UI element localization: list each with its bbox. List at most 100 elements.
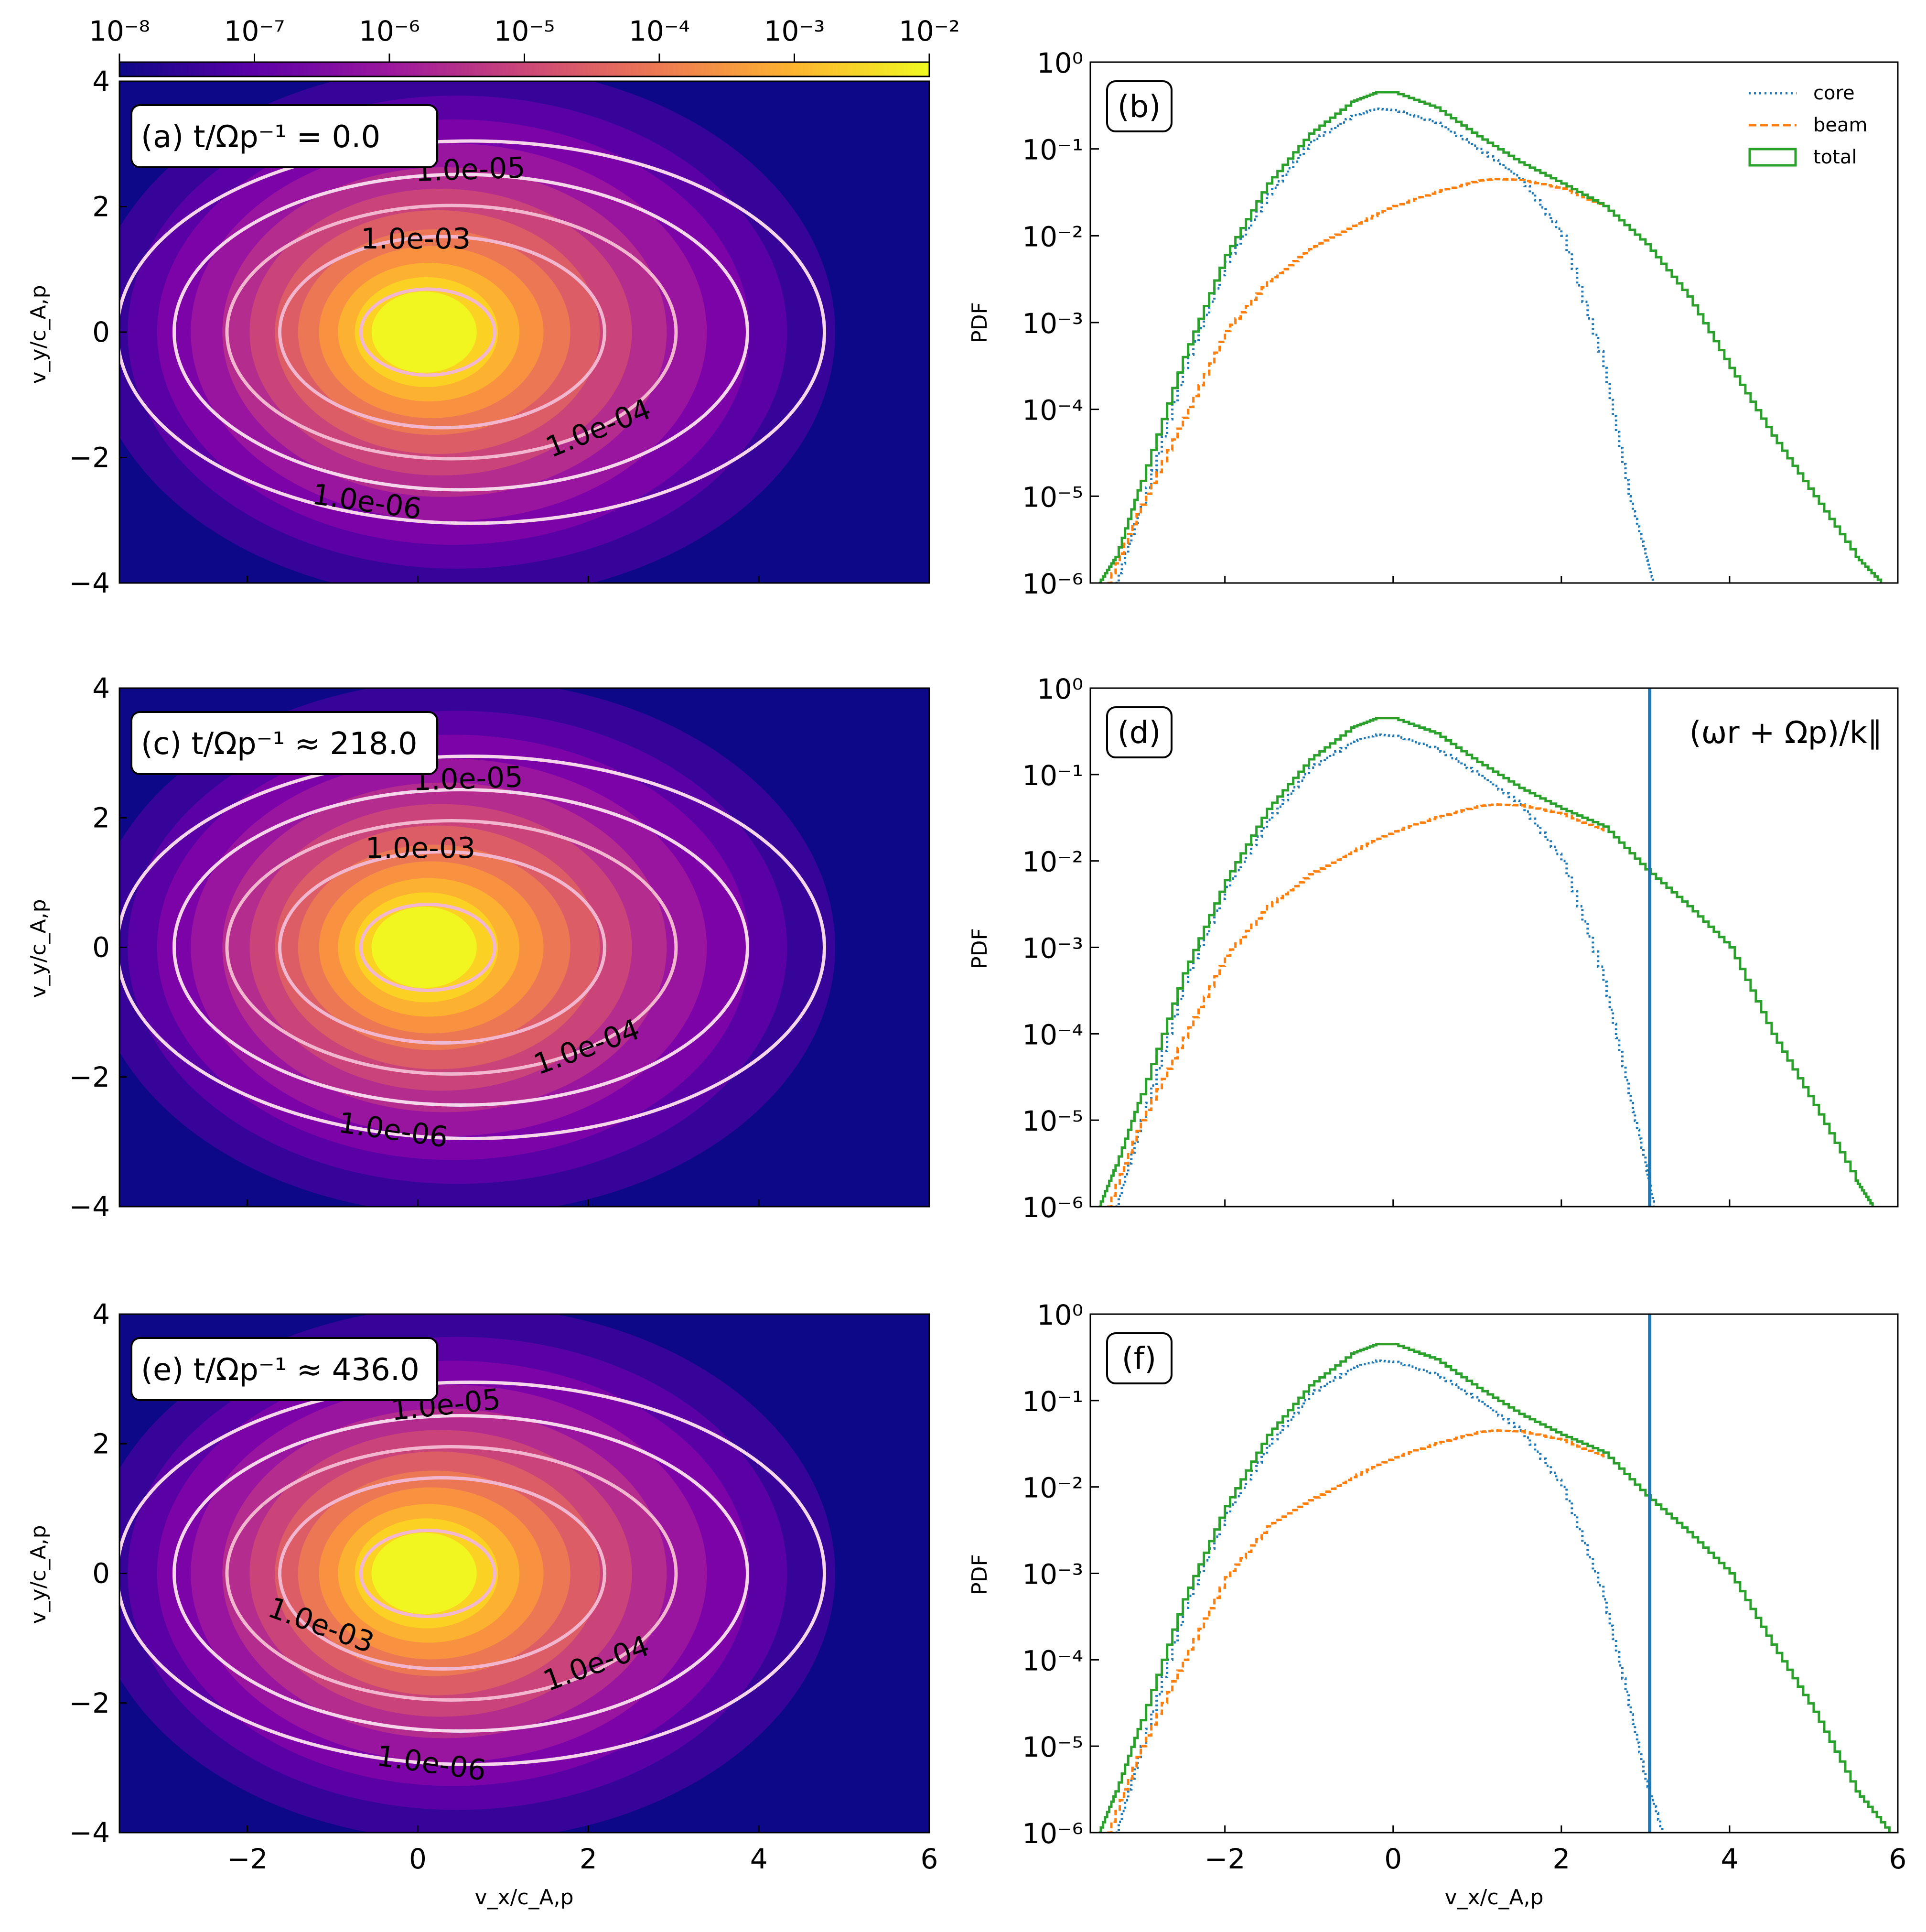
xtick-label: −2 bbox=[1205, 1843, 1246, 1875]
panel-e-heatmap: 1.0e-051.0e-031.0e-041.0e-06(e) t/Ωp⁻¹ ≈… bbox=[69, 1298, 938, 1875]
series-total bbox=[1098, 717, 1874, 1207]
xtick-label: 6 bbox=[1889, 1843, 1907, 1875]
contour-1.0e-05 bbox=[172, 1414, 749, 1733]
ytick-label: 10⁻² bbox=[1022, 220, 1083, 253]
contour-1.0e-02 bbox=[359, 287, 496, 377]
series-core bbox=[1115, 733, 1655, 1207]
annotation-box bbox=[130, 1337, 438, 1401]
ylabel-e: v_y/c_A,p bbox=[26, 1525, 51, 1624]
ytick-label: 10⁻⁶ bbox=[1022, 1817, 1083, 1850]
ytick-label: 4 bbox=[92, 672, 110, 704]
annotation-box bbox=[130, 711, 438, 775]
contour-1.0e-02 bbox=[359, 903, 496, 992]
xlabel-left: v_x/c_A,p bbox=[474, 1885, 573, 1910]
ytick-label: −4 bbox=[69, 567, 110, 599]
axes-frame bbox=[1089, 687, 1899, 1208]
colorbar-tick-label: 10⁻⁷ bbox=[224, 15, 285, 47]
legend-total-label: total bbox=[1813, 146, 1857, 168]
ytick-label: 10⁻⁵ bbox=[1022, 1105, 1083, 1137]
ytick-label: 10⁻¹ bbox=[1022, 134, 1083, 166]
contour-1.0e-05 bbox=[172, 788, 749, 1107]
contour-1.0e-04 bbox=[225, 1445, 678, 1702]
ytick-label: 0 bbox=[92, 1557, 110, 1590]
ytick-label: −4 bbox=[69, 1190, 110, 1223]
panel-tag: (e) t/Ωp⁻¹ ≈ 436.0 bbox=[141, 1352, 420, 1388]
series-beam bbox=[1107, 803, 1605, 1207]
colorbar-tick-label: 10⁻⁶ bbox=[359, 15, 420, 47]
ytick-label: 10⁻¹ bbox=[1022, 1385, 1083, 1418]
contour-1.0e-03 bbox=[278, 1476, 606, 1671]
panel-d-pdf: (d) 10⁻⁶ 10⁻⁵ 10⁻⁴ 10⁻³ 10⁻² 10⁻¹ 10⁰ bbox=[1022, 673, 1899, 1224]
ytick-label: −4 bbox=[69, 1816, 110, 1849]
xtick-label: 2 bbox=[1552, 1843, 1570, 1875]
panel-annotation: (b) bbox=[1106, 80, 1173, 132]
ytick-label: 10⁻³ bbox=[1022, 307, 1083, 340]
ytick-label: 0 bbox=[92, 316, 110, 348]
ytick-label: 10⁰ bbox=[1037, 1299, 1083, 1331]
colorbar-tick-label: 10⁻³ bbox=[764, 15, 825, 47]
ytick-label: 10⁻³ bbox=[1022, 932, 1083, 965]
ylabel-a: v_y/c_A,p bbox=[26, 285, 51, 384]
contour-1.0e-03 bbox=[278, 235, 606, 430]
ytick-label: 10⁻³ bbox=[1022, 1558, 1083, 1591]
colorbar-tick-label: 10⁻⁵ bbox=[494, 15, 555, 47]
ytick-label: 10⁻⁴ bbox=[1022, 1018, 1083, 1051]
legend: core beam total bbox=[1748, 82, 1867, 168]
ytick-label: 10⁻² bbox=[1022, 846, 1083, 878]
ylabel-c: v_y/c_A,p bbox=[26, 899, 51, 998]
contour-1.0e-05 bbox=[172, 173, 749, 492]
panel-tag: (f) bbox=[1122, 1341, 1156, 1377]
panel-f-pdf: (f) 10⁻⁶ 10⁻⁵ 10⁻⁴ 10⁻³ 10⁻² 10⁻¹ 10⁰ −2 0 2 4 6 bbox=[1022, 1299, 1906, 1875]
colorbar-ticks: 10⁻⁸ 10⁻⁷ 10⁻⁶ 10⁻⁵ 10⁻⁴ 10⁻³ 10⁻² bbox=[89, 15, 960, 62]
annotation-box bbox=[1106, 80, 1173, 132]
panel-tag: (b) bbox=[1118, 89, 1161, 125]
ytick-label: 10⁰ bbox=[1037, 47, 1083, 79]
ylabel-f: PDF bbox=[968, 1554, 992, 1595]
panel-annotation: (a) t/Ωp⁻¹ = 0.0 bbox=[130, 104, 438, 168]
ytick-label: −2 bbox=[69, 442, 110, 474]
colorbar-tick-label: 10⁻² bbox=[899, 15, 960, 47]
annotation-box bbox=[1106, 1332, 1173, 1384]
panel-a-heatmap: 1.0e-051.0e-031.0e-041.0e-06(a) t/Ωp⁻¹ =… bbox=[69, 65, 930, 599]
contour-1.0e-06 bbox=[119, 1381, 826, 1766]
legend-beam-label: beam bbox=[1813, 114, 1867, 136]
annotation-box bbox=[1106, 706, 1173, 758]
xtick-label: 0 bbox=[1384, 1843, 1402, 1875]
panel-c-heatmap: 1.0e-051.0e-031.0e-041.0e-06(c) t/Ωp⁻¹ ≈… bbox=[69, 672, 930, 1223]
ytick-label: 10⁻⁴ bbox=[1022, 394, 1083, 427]
heatmap-layer bbox=[371, 291, 477, 373]
axes-frame bbox=[1089, 61, 1899, 584]
ylabel-b: PDF bbox=[968, 302, 992, 343]
colorbar-tick-label: 10⁻⁸ bbox=[89, 15, 150, 47]
ytick-label: 10⁻⁶ bbox=[1022, 568, 1083, 600]
xtick-label: 0 bbox=[409, 1843, 427, 1875]
contour-1.0e-03 bbox=[278, 850, 606, 1045]
colorbar-bar bbox=[118, 61, 930, 77]
contour-label: 1.0e-03 bbox=[361, 222, 471, 256]
ytick-label: −2 bbox=[69, 1687, 110, 1719]
colorbar-tick-label: 10⁻⁴ bbox=[629, 15, 690, 47]
heatmap-layer bbox=[371, 907, 477, 988]
panel-annotation: (d) bbox=[1106, 706, 1173, 758]
panel-tag: (a) t/Ωp⁻¹ = 0.0 bbox=[141, 119, 380, 155]
legend-total-swatch bbox=[1748, 148, 1797, 167]
xtick-label: 2 bbox=[580, 1843, 597, 1875]
xtick-label: 6 bbox=[921, 1843, 938, 1875]
contour-label: 1.0e-03 bbox=[366, 831, 475, 865]
series-core bbox=[1115, 108, 1655, 583]
contour-1.0e-02 bbox=[359, 1529, 496, 1618]
ytick-label: 4 bbox=[92, 1298, 110, 1330]
ytick-label: 2 bbox=[92, 191, 110, 223]
series-total bbox=[1098, 91, 1883, 583]
panel-tag: (c) t/Ωp⁻¹ ≈ 218.0 bbox=[141, 726, 418, 762]
ytick-label: 2 bbox=[92, 801, 110, 834]
series-core bbox=[1115, 1359, 1664, 1833]
axes-frame bbox=[1089, 1313, 1899, 1834]
ytick-label: 10⁻¹ bbox=[1022, 759, 1083, 792]
xlabel-right: v_x/c_A,p bbox=[1444, 1885, 1543, 1910]
series-beam bbox=[1107, 178, 1605, 583]
ytick-label: 10⁻⁵ bbox=[1022, 481, 1083, 513]
xtick-label: −2 bbox=[227, 1843, 268, 1875]
ytick-label: 2 bbox=[92, 1427, 110, 1460]
contour-1.0e-04 bbox=[225, 204, 678, 461]
